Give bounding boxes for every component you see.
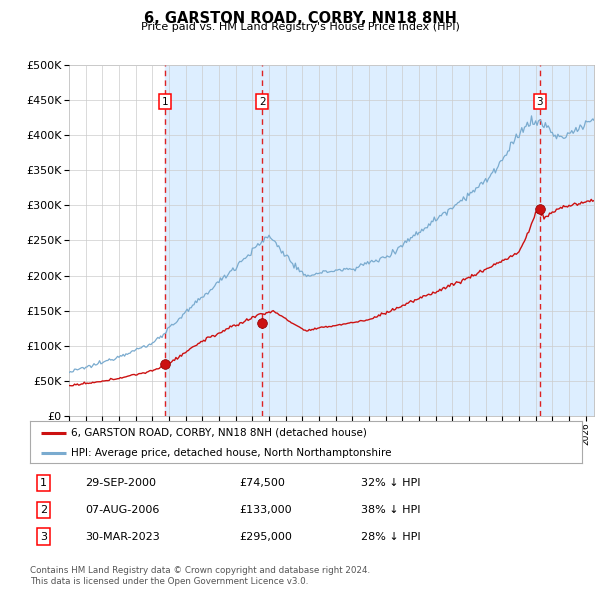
Text: £133,000: £133,000 (240, 505, 292, 514)
Bar (540, 65, 594, 416)
Bar (165, 65, 262, 416)
Text: 07-AUG-2006: 07-AUG-2006 (85, 505, 160, 514)
Text: 30-MAR-2023: 30-MAR-2023 (85, 532, 160, 542)
Text: 38% ↓ HPI: 38% ↓ HPI (361, 505, 421, 514)
Text: Contains HM Land Registry data © Crown copyright and database right 2024.: Contains HM Land Registry data © Crown c… (30, 566, 370, 575)
Text: 3: 3 (40, 532, 47, 542)
Text: 1: 1 (40, 478, 47, 488)
Text: 2: 2 (40, 505, 47, 514)
Text: 1: 1 (161, 97, 168, 107)
Text: 29-SEP-2000: 29-SEP-2000 (85, 478, 156, 488)
Text: Price paid vs. HM Land Registry's House Price Index (HPI): Price paid vs. HM Land Registry's House … (140, 22, 460, 32)
Text: 32% ↓ HPI: 32% ↓ HPI (361, 478, 421, 488)
Text: £295,000: £295,000 (240, 532, 293, 542)
Text: This data is licensed under the Open Government Licence v3.0.: This data is licensed under the Open Gov… (30, 577, 308, 586)
Text: HPI: Average price, detached house, North Northamptonshire: HPI: Average price, detached house, Nort… (71, 448, 392, 457)
Text: 3: 3 (536, 97, 543, 107)
Text: 6, GARSTON ROAD, CORBY, NN18 8NH: 6, GARSTON ROAD, CORBY, NN18 8NH (143, 11, 457, 25)
Text: 2: 2 (259, 97, 266, 107)
Text: £74,500: £74,500 (240, 478, 286, 488)
Text: 6, GARSTON ROAD, CORBY, NN18 8NH (detached house): 6, GARSTON ROAD, CORBY, NN18 8NH (detach… (71, 428, 367, 438)
Text: 28% ↓ HPI: 28% ↓ HPI (361, 532, 421, 542)
Bar (262, 65, 540, 416)
